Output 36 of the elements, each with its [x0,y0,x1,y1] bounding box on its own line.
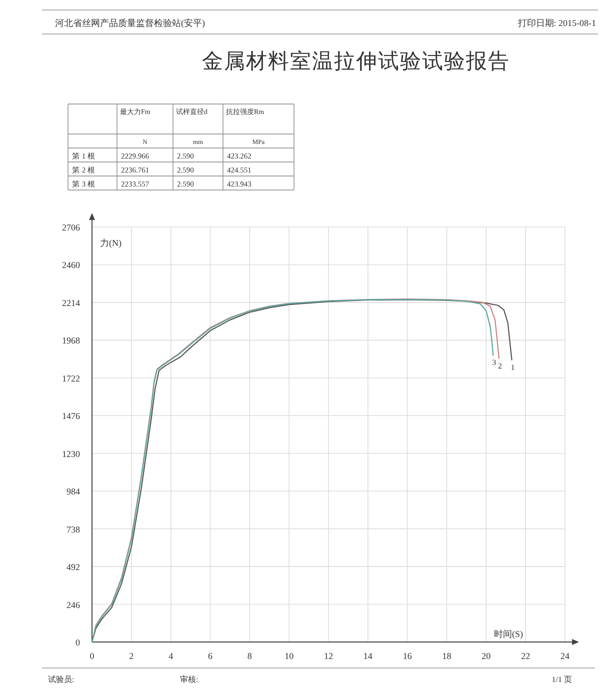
x-tick-label: 4 [168,651,174,661]
x-tick-label: 12 [324,651,333,661]
x-tick-label: 20 [482,651,492,661]
text: 打印日期: 2015-08-1 [516,18,596,28]
x-tick-label: 14 [363,651,373,661]
annotation: 2 [498,361,502,370]
x-axis-title: 时间(S) [494,629,523,639]
text: 审核: [180,675,198,684]
y-tick-label: 2460 [62,260,80,270]
y-tick-label: 2214 [62,298,80,308]
x-tick-label: 16 [402,651,412,661]
y-tick-label: 984 [66,486,80,497]
x-tick-label: 6 [208,651,213,661]
y-tick-label: 0 [76,638,80,648]
x-tick-label: 8 [247,651,252,661]
y-tick-label: 2706 [62,222,80,232]
y-tick-label: 246 [66,600,80,610]
x-tick-label: 0 [90,651,95,661]
annotation: 1 [510,362,515,372]
chart-title: 金属材料室温拉伸试验试验报告 [202,49,510,73]
text: 河北省丝网产品质量监督检验站(安平) [55,18,205,28]
x-tick-label: 2 [129,651,134,661]
text: 1/1 页 [552,675,572,684]
text: 试验员: [48,675,74,684]
x-tick-label: 10 [284,651,294,661]
y-tick-label: 738 [66,524,80,534]
x-tick-label: 22 [521,651,530,661]
annotation: 3 [492,358,496,368]
x-tick-label: 24 [560,651,570,661]
y-tick-label: 1968 [62,336,80,346]
y-tick-label: 1230 [62,448,80,459]
y-tick-label: 1476 [62,411,80,422]
y-tick-label: 492 [66,562,80,572]
y-axis-title: 力(N) [100,238,122,248]
y-tick-label: 1722 [62,373,80,384]
x-tick-label: 18 [442,651,452,661]
